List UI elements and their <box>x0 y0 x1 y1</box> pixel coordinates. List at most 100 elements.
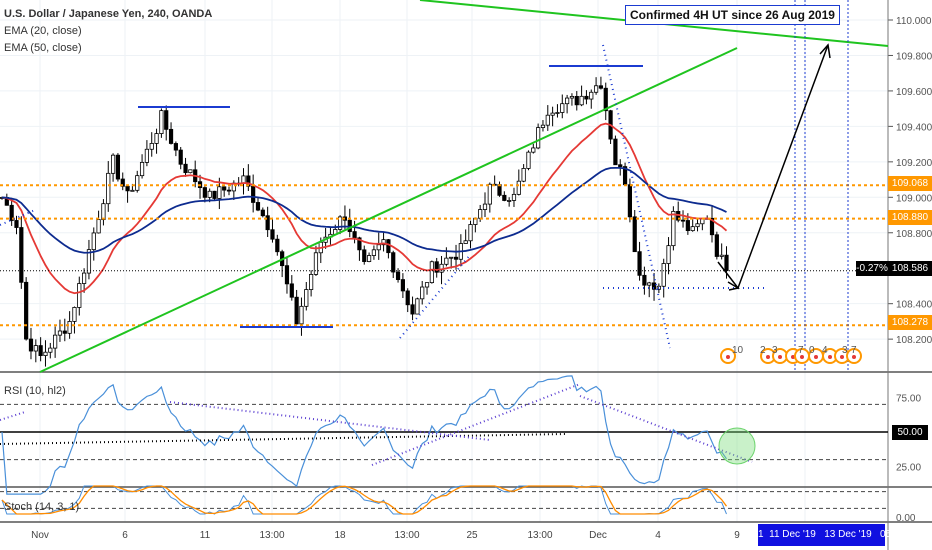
candle <box>680 219 686 222</box>
price-axis-label: 109.600 <box>896 87 932 98</box>
candle <box>714 234 719 257</box>
trendline-green <box>39 47 738 373</box>
candle <box>304 289 309 307</box>
candle <box>719 254 724 257</box>
event-dot <box>800 355 804 359</box>
candle <box>613 138 618 166</box>
candle <box>101 203 106 221</box>
symbol-title: U.S. Dollar / Japanese Yen, 240, OANDA <box>4 8 213 20</box>
candle <box>149 143 154 150</box>
rsi-50-tag: 50.00 <box>892 425 928 440</box>
time-axis-label: 13:00 <box>394 530 420 541</box>
candle <box>521 168 526 182</box>
candle <box>362 249 367 262</box>
candle <box>482 203 488 210</box>
candle <box>43 351 48 357</box>
candle <box>337 216 343 230</box>
candle <box>565 97 570 105</box>
candle <box>251 185 256 203</box>
candle <box>405 290 410 306</box>
event-count: 2 <box>760 345 766 356</box>
candle <box>685 220 690 232</box>
candle <box>202 187 207 198</box>
candle <box>453 256 459 260</box>
annotation-box[interactable]: Confirmed 4H UT since 26 Aug 2019 <box>625 5 840 25</box>
candle <box>265 215 270 231</box>
stoch-axis-label: 0.00 <box>896 513 916 524</box>
candle <box>309 274 314 290</box>
candle <box>569 95 575 99</box>
candle <box>632 216 637 253</box>
event-dot <box>828 355 832 359</box>
event-count: 7 <box>851 345 857 356</box>
candle <box>579 95 584 106</box>
candle <box>173 143 178 151</box>
candle <box>357 237 362 251</box>
level-tag: 109.068 <box>888 176 932 191</box>
event-count: 3 <box>842 345 848 356</box>
candle <box>14 220 19 228</box>
event-dot <box>766 355 770 359</box>
stoch-d-line <box>1 485 728 515</box>
candle <box>526 151 531 169</box>
time-axis-label: 13:00 <box>259 530 285 541</box>
candle <box>376 244 381 251</box>
candle <box>294 296 299 325</box>
candle <box>536 127 541 149</box>
event-dot <box>840 355 844 359</box>
candle <box>217 186 222 199</box>
candle <box>584 95 589 100</box>
candle <box>139 161 145 177</box>
candle <box>647 282 652 286</box>
event-dot <box>814 355 818 359</box>
rsi-trendline <box>0 411 26 421</box>
time-axis-label: 9 <box>734 530 740 541</box>
candle <box>410 304 415 315</box>
candle <box>463 240 468 244</box>
rsi-trendline <box>579 395 753 463</box>
candle <box>603 87 608 112</box>
candle <box>690 226 695 232</box>
candle <box>289 283 294 298</box>
candle <box>511 193 517 201</box>
candle <box>420 286 425 300</box>
price-axis-label: 109.000 <box>896 193 932 204</box>
candle <box>91 232 96 251</box>
candle <box>86 249 92 274</box>
ema50-line <box>1 166 727 254</box>
event-dot <box>778 355 782 359</box>
candle <box>560 103 565 113</box>
price-axis-label: 109.800 <box>896 51 932 62</box>
candle <box>637 251 642 276</box>
candle <box>110 154 116 174</box>
candle <box>550 112 555 116</box>
level-tag: 108.880 <box>888 210 932 225</box>
event-count: 4 <box>822 345 828 356</box>
candle <box>386 239 391 254</box>
candle <box>106 172 111 205</box>
level-tag: 108.278 <box>888 315 932 330</box>
ema20-line <box>1 122 728 295</box>
price-axis-label: 110.000 <box>896 16 932 27</box>
candle <box>449 256 454 259</box>
candle <box>255 202 261 211</box>
candle <box>222 186 227 191</box>
candle <box>120 178 125 187</box>
candle <box>62 330 67 334</box>
time-cursor-label: 1 11 Dec '19 13 Dec '19 05:00 <box>758 524 905 546</box>
event-count: 7 <box>798 345 804 356</box>
rsi-trendline <box>169 401 491 441</box>
candle <box>260 209 265 217</box>
candle <box>555 112 560 114</box>
projection-arrow <box>717 44 829 290</box>
candle <box>651 282 657 290</box>
dotted-trendline <box>602 44 671 349</box>
candle <box>352 231 357 239</box>
candle <box>618 164 623 167</box>
price-axis-label: 109.200 <box>896 158 932 169</box>
candle <box>48 347 53 353</box>
arrow-head-icon <box>727 281 740 291</box>
candle <box>593 85 599 93</box>
